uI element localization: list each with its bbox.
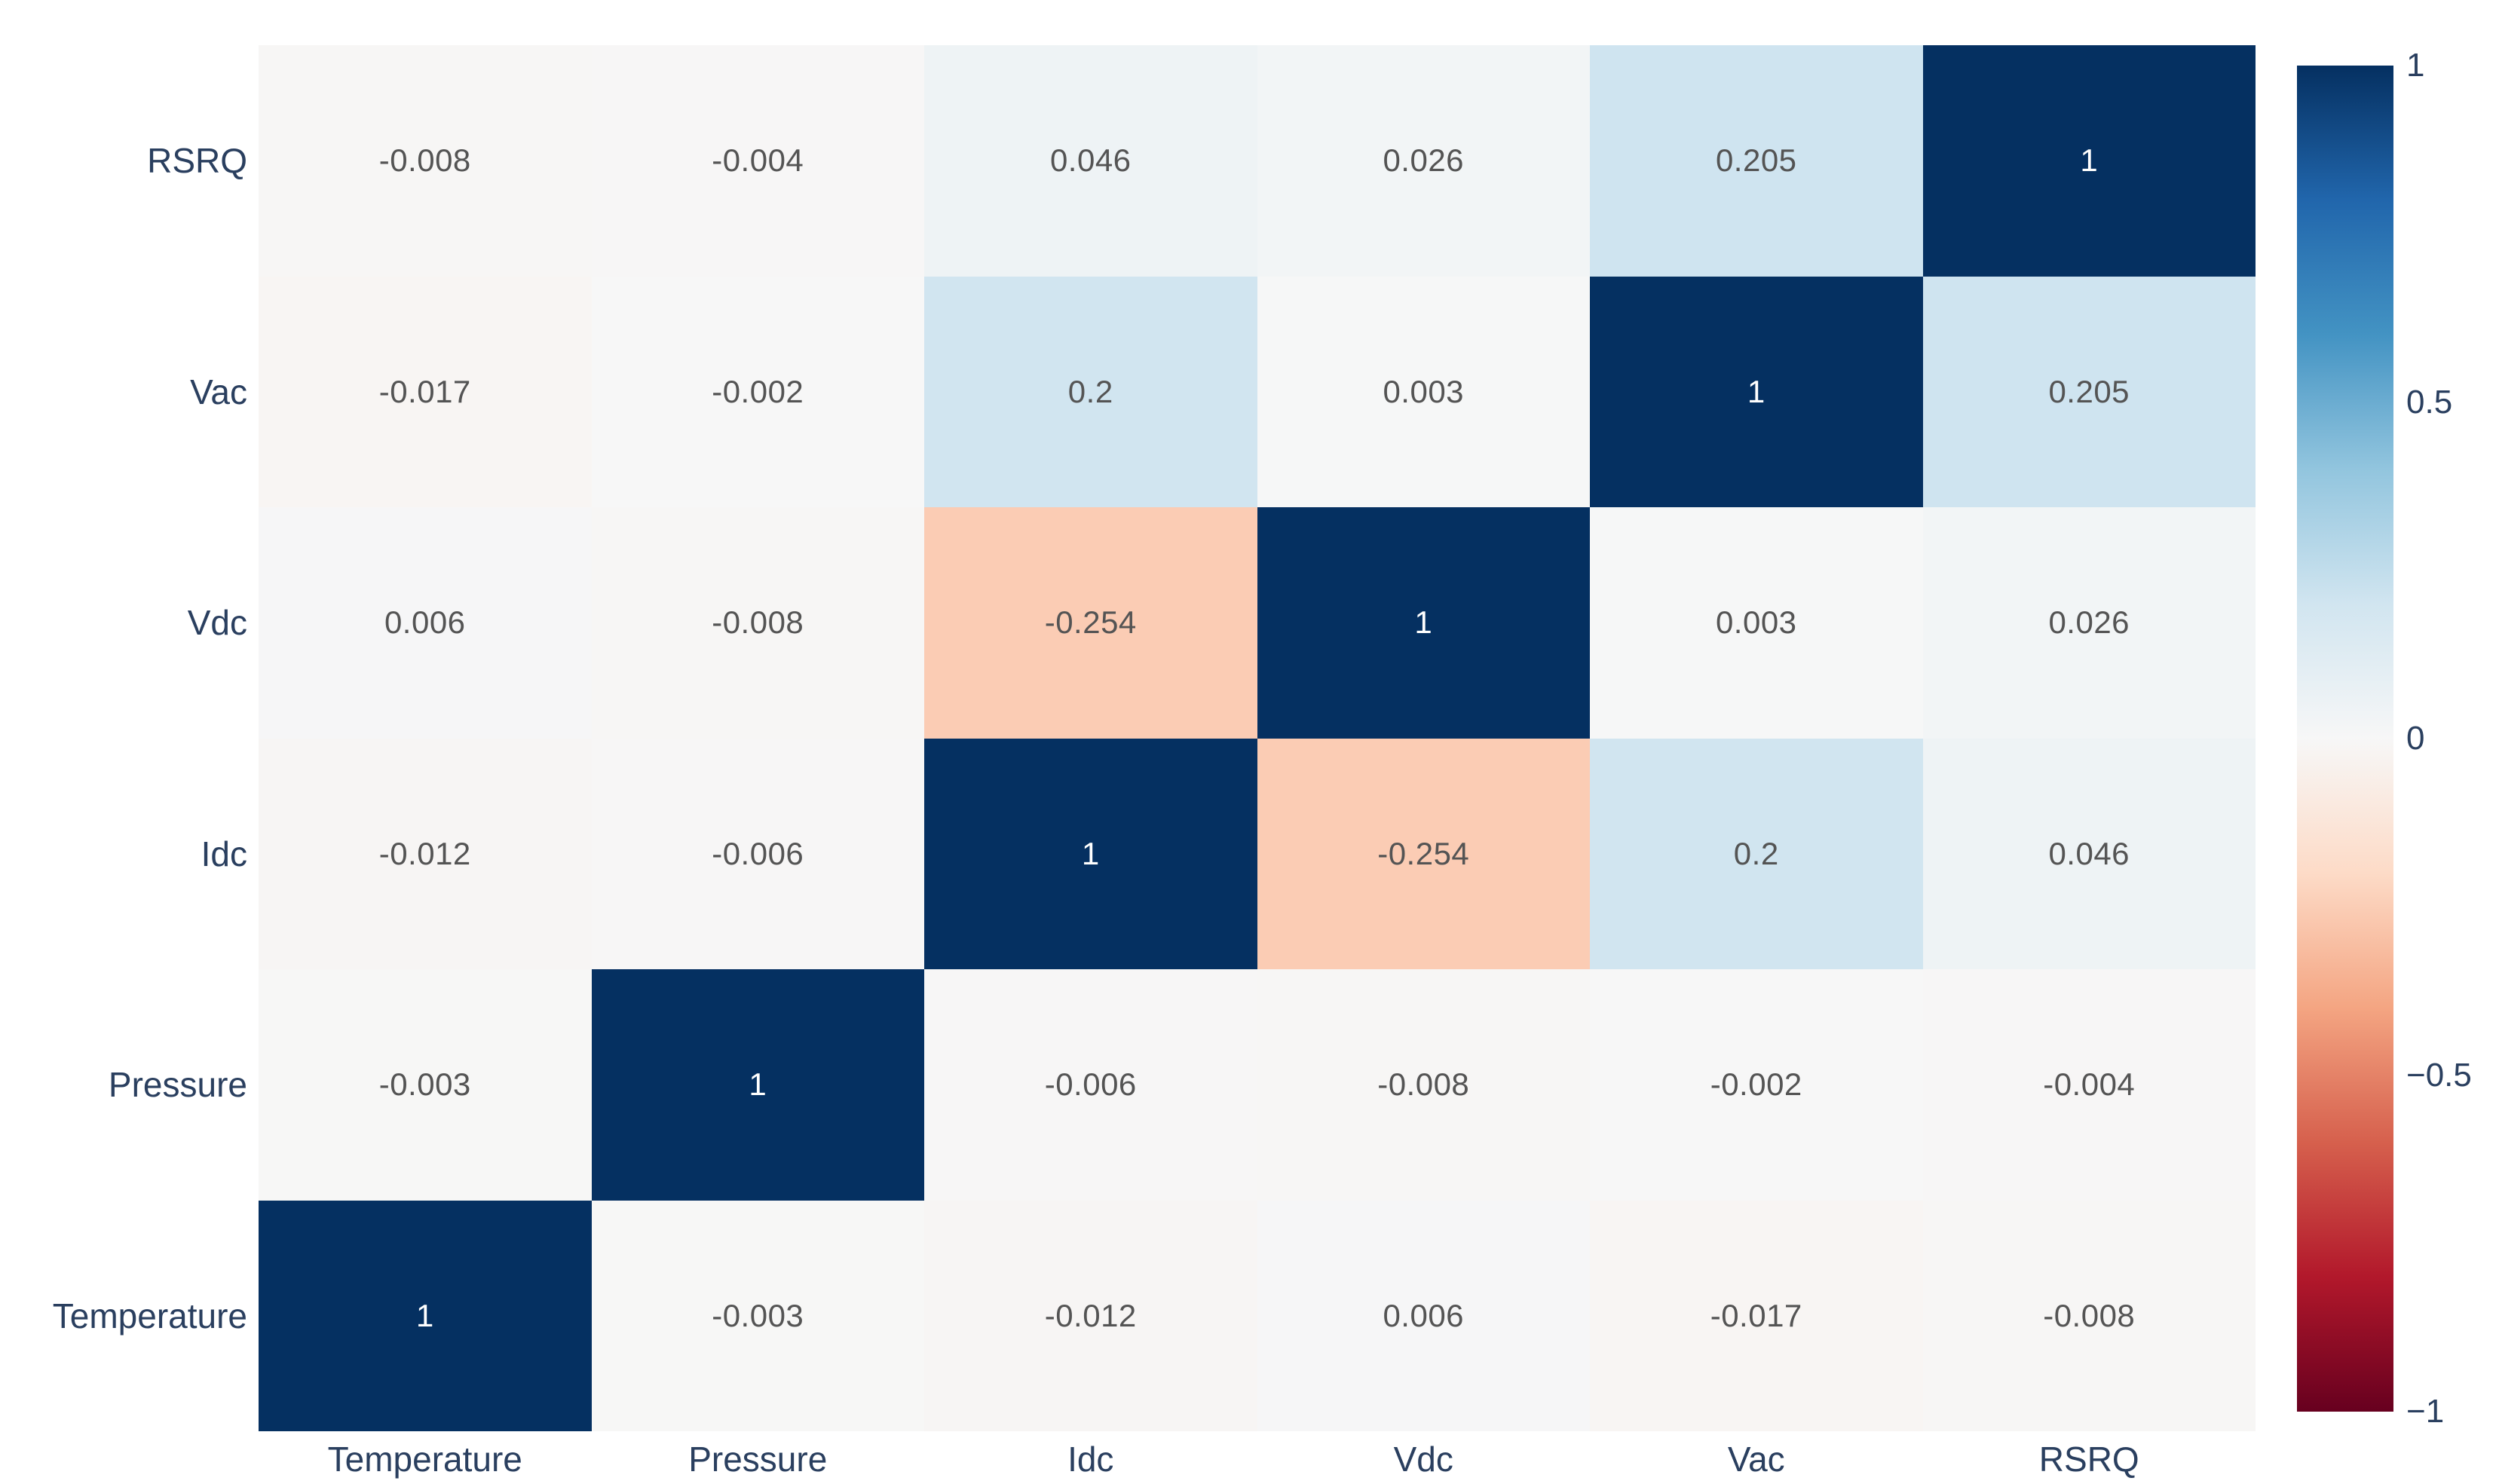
cell-value: 0.205 <box>1715 142 1797 179</box>
heatmap-cell[interactable]: 1 <box>591 969 924 1201</box>
cell-value: -0.012 <box>1044 1297 1137 1333</box>
heatmap-cell[interactable]: 1 <box>924 738 1257 969</box>
cell-value: 0.006 <box>1383 1297 1465 1333</box>
colorbar-tick-label: 0.5 <box>2406 383 2453 421</box>
cell-value: -0.008 <box>378 142 471 179</box>
heatmap-cell[interactable]: 0.205 <box>1922 276 2256 507</box>
y-axis-label-idc: Idc <box>201 834 247 874</box>
y-axis-label-vac: Vac <box>190 372 247 412</box>
heatmap-cell[interactable]: -0.017 <box>1590 1200 1923 1431</box>
heatmap-cell[interactable]: 0.006 <box>1257 1200 1590 1431</box>
cell-value: -0.006 <box>712 835 804 871</box>
cell-value: -0.003 <box>712 1297 804 1333</box>
heatmap-cell[interactable]: 0.2 <box>924 276 1257 507</box>
cell-value: 1 <box>1414 604 1433 641</box>
heatmap-cell[interactable]: -0.012 <box>259 738 592 969</box>
cell-value: -0.008 <box>712 604 804 641</box>
cell-value: 0.205 <box>2048 373 2130 409</box>
cell-value: 0.046 <box>1049 142 1132 179</box>
heatmap-cell[interactable]: -0.004 <box>1922 969 2256 1201</box>
heatmap-grid: -0.008 -0.004 0.046 0.026 0.205 1 -0.017 -0.002… <box>259 45 2256 1431</box>
heatmap-cell[interactable]: 0.026 <box>1257 45 1590 277</box>
x-axis-label-rsrq: RSRQ <box>2038 1440 2139 1479</box>
cell-value: 1 <box>1747 373 1766 409</box>
y-axis-tick-labels: RSRQ Vac Vdc Idc Pressure Temperature <box>0 45 249 1431</box>
cell-value: -0.004 <box>2043 1066 2136 1103</box>
heatmap-cell[interactable]: -0.003 <box>591 1200 924 1431</box>
cell-value: 0.2 <box>1067 373 1113 409</box>
heatmap-cell[interactable]: 0.026 <box>1922 507 2256 739</box>
cell-value: 1 <box>2080 142 2099 179</box>
colorbar-tick-label: −1 <box>2406 1393 2445 1430</box>
colorbar-tick-label: −0.5 <box>2406 1056 2472 1094</box>
heatmap-cell[interactable]: -0.008 <box>591 507 924 739</box>
heatmap-cell[interactable]: -0.012 <box>924 1200 1257 1431</box>
heatmap-cell[interactable]: -0.008 <box>259 45 592 277</box>
y-axis-label-temperature: Temperature <box>52 1296 247 1336</box>
heatmap-cell[interactable]: -0.254 <box>924 507 1257 739</box>
heatmap-cell[interactable]: -0.008 <box>1257 969 1590 1201</box>
cell-value: 0.026 <box>2048 604 2130 641</box>
colorbar-tick-label: 1 <box>2406 47 2425 84</box>
heatmap-cell[interactable]: 1 <box>1590 276 1923 507</box>
cell-value: 0.026 <box>1383 142 1465 179</box>
heatmap-cell[interactable]: 0.006 <box>259 507 592 739</box>
cell-value: 1 <box>415 1297 434 1333</box>
heatmap-cell[interactable]: -0.017 <box>259 276 592 507</box>
cell-value: 0.003 <box>1715 604 1797 641</box>
cell-value: -0.017 <box>378 373 471 409</box>
heatmap-cell[interactable]: 0.2 <box>1590 738 1923 969</box>
cell-value: -0.004 <box>712 142 804 179</box>
x-axis-tick-labels: Temperature Pressure Idc Vdc Vac RSRQ <box>259 1437 2256 1482</box>
heatmap-cell[interactable]: -0.006 <box>591 738 924 969</box>
cell-value: -0.003 <box>378 1066 471 1103</box>
cell-value: -0.002 <box>1710 1066 1802 1103</box>
heatmap-cell[interactable]: 0.046 <box>1922 738 2256 969</box>
x-axis-label-vdc: Vdc <box>1393 1440 1453 1479</box>
colorbar-tick-label: 0 <box>2406 720 2425 757</box>
cell-value: -0.017 <box>1710 1297 1802 1333</box>
heatmap-cell[interactable]: -0.008 <box>1922 1200 2256 1431</box>
heatmap-cell[interactable]: -0.004 <box>591 45 924 277</box>
x-axis-label-vac: Vac <box>1727 1440 1785 1479</box>
heatmap-cell[interactable]: 0.003 <box>1257 276 1590 507</box>
x-axis-label-pressure: Pressure <box>688 1440 828 1479</box>
heatmap-cell[interactable]: 0.046 <box>924 45 1257 277</box>
heatmap-cell[interactable]: -0.002 <box>591 276 924 507</box>
cell-value: -0.008 <box>1377 1066 1470 1103</box>
cell-value: -0.008 <box>2043 1297 2136 1333</box>
cell-value: -0.254 <box>1044 604 1137 641</box>
y-axis-label-vdc: Vdc <box>187 603 247 643</box>
cell-value: 0.003 <box>1383 373 1465 409</box>
cell-value: -0.002 <box>712 373 804 409</box>
cell-value: 0.2 <box>1733 835 1779 871</box>
cell-value: 0.046 <box>2048 835 2130 871</box>
x-axis-label-temperature: Temperature <box>327 1440 522 1479</box>
heatmap-cell[interactable]: 0.205 <box>1590 45 1923 277</box>
y-axis-label-rsrq: RSRQ <box>147 141 247 181</box>
x-axis-label-idc: Idc <box>1067 1440 1114 1479</box>
heatmap-cell[interactable]: 1 <box>1922 45 2256 277</box>
y-axis-label-pressure: Pressure <box>108 1065 247 1105</box>
heatmap-cell[interactable]: 1 <box>259 1200 592 1431</box>
cell-value: 0.006 <box>384 604 466 641</box>
cell-value: 1 <box>749 1066 767 1103</box>
colorbar-gradient <box>2297 66 2393 1412</box>
cell-value: -0.006 <box>1044 1066 1137 1103</box>
heatmap-cell[interactable]: -0.254 <box>1257 738 1590 969</box>
heatmap-cell[interactable]: 1 <box>1257 507 1590 739</box>
heatmap-cell[interactable]: -0.006 <box>924 969 1257 1201</box>
heatmap-cell[interactable]: -0.003 <box>259 969 592 1201</box>
heatmap-cell[interactable]: 0.003 <box>1590 507 1923 739</box>
heatmap-cell[interactable]: -0.002 <box>1590 969 1923 1201</box>
cell-value: -0.254 <box>1377 835 1470 871</box>
cell-value: 1 <box>1081 835 1100 871</box>
cell-value: -0.012 <box>378 835 471 871</box>
